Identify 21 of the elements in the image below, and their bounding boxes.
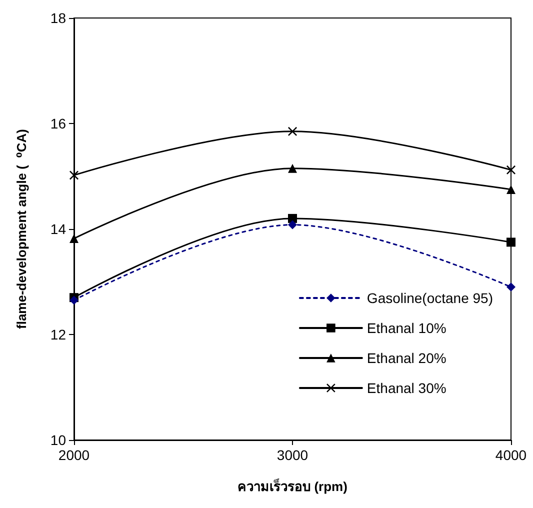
- y-tick-label: 14: [50, 221, 66, 237]
- y-tick-label: 16: [50, 116, 66, 132]
- point: [506, 282, 516, 292]
- x-tick-label: 4000: [495, 447, 527, 463]
- y-tick-label: 10: [50, 432, 66, 448]
- point: [288, 220, 297, 230]
- x-tick-label: 2000: [58, 447, 90, 463]
- legend-label: Ethanal 30%: [366, 380, 446, 396]
- legend-label: Gasoline(octane 95): [366, 290, 494, 306]
- y-axis-title: flame-development angle ( ⁰CA): [14, 128, 29, 330]
- y-tick-label: 12: [50, 326, 66, 342]
- point: [288, 164, 297, 173]
- y-tick-label: 18: [50, 10, 66, 26]
- point: [70, 296, 78, 305]
- x-axis-title: ความเร็วรอบ (rpm): [238, 477, 348, 494]
- x-tick-label: 3000: [276, 447, 308, 463]
- point: [288, 214, 297, 223]
- point: [506, 238, 516, 247]
- point: [70, 170, 78, 180]
- legend-label: Ethanal 20%: [366, 350, 446, 366]
- legend-label: Ethanal 10%: [366, 320, 446, 336]
